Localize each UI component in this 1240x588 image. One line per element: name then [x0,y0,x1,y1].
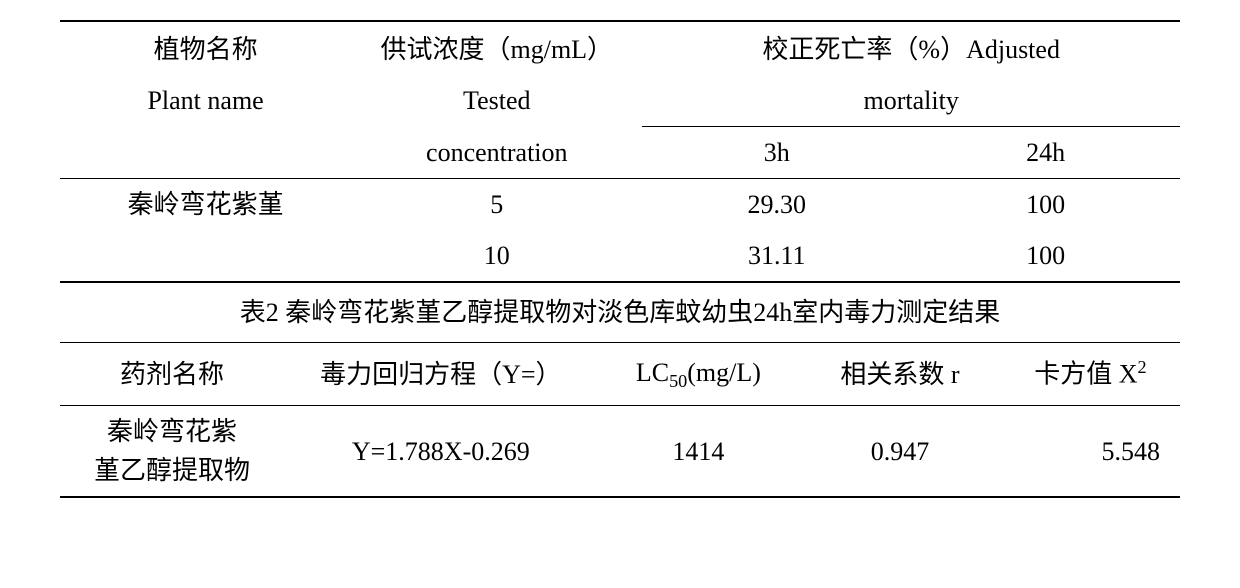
cell-3h: 29.30 [748,190,807,219]
header-mortality-en: mortality [864,86,959,115]
chi-pre: 卡方值 X [1034,360,1137,389]
cell-agent-line2: 堇乙醇提取物 [64,451,280,490]
cell-r: 0.947 [871,437,930,466]
table-row: concentration 3h 24h [60,127,1180,179]
header-lc50: LC50(mg/L) [598,343,800,406]
cell-conc: 5 [490,190,503,219]
table-row: 药剂名称 毒力回归方程（Y=） LC50(mg/L) 相关系数 r 卡方值 X2 [60,343,1180,406]
cell-24h: 100 [1026,241,1065,270]
table2-caption-row: 表2 秦岭弯花紫堇乙醇提取物对淡色库蚊幼虫24h室内毒力测定结果 [60,282,1180,343]
table-row: 秦岭弯花紫 堇乙醇提取物 Y=1.788X-0.269 1414 0.947 5… [60,406,1180,498]
cell-plant: 秦岭弯花紫堇 [128,190,284,219]
table-row: Plant name Tested mortality [60,75,1180,127]
header-3h: 3h [764,138,790,167]
header-plant-en: Plant name [147,86,263,115]
cell-agent-line1: 秦岭弯花紫 [64,412,280,451]
header-chi: 卡方值 X2 [1001,343,1180,406]
table-row: 秦岭弯花紫堇 5 29.30 100 [60,179,1180,231]
chi-sup: 2 [1137,357,1146,377]
cell-eq: Y=1.788X-0.269 [352,437,530,466]
cell-chi: 5.548 [1102,437,1161,466]
header-r: 相关系数 r [840,360,959,389]
cell-lc50: 1414 [672,437,724,466]
header-conc-en2: concentration [426,138,568,167]
lc50-pre: LC [636,358,669,387]
header-conc-cn: 供试浓度（mg/mL） [381,35,614,64]
table-toxicity: 药剂名称 毒力回归方程（Y=） LC50(mg/L) 相关系数 r 卡方值 X2… [60,343,1180,498]
table-row: 10 31.11 100 [60,230,1180,282]
cell-conc: 10 [484,241,510,270]
lc50-post: (mg/L) [687,358,761,387]
header-mortality-cn: 校正死亡率（%）Adjusted [762,35,1060,64]
header-conc-en1: Tested [463,86,531,115]
table-mortality: 植物名称 供试浓度（mg/mL） 校正死亡率（%）Adjusted Plant … [60,20,1180,343]
header-24h: 24h [1026,138,1065,167]
table2-caption: 表2 秦岭弯花紫堇乙醇提取物对淡色库蚊幼虫24h室内毒力测定结果 [240,298,1001,327]
cell-24h: 100 [1026,190,1065,219]
cell-agent: 秦岭弯花紫 堇乙醇提取物 [60,406,284,498]
cell-3h: 31.11 [748,241,806,270]
header-agent: 药剂名称 [120,360,224,389]
header-equation: 毒力回归方程（Y=） [320,360,561,389]
table-row: 植物名称 供试浓度（mg/mL） 校正死亡率（%）Adjusted [60,21,1180,75]
lc50-sub: 50 [669,371,687,391]
header-plant-cn: 植物名称 [154,35,258,64]
